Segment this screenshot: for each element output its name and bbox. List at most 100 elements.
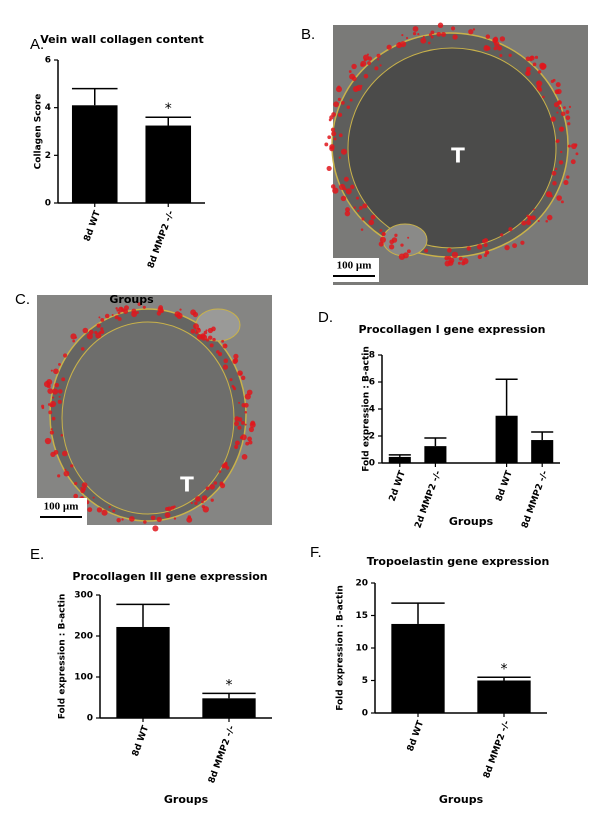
stain bbox=[159, 308, 164, 314]
stain bbox=[405, 36, 409, 40]
panel-label: F. bbox=[310, 544, 322, 561]
stain bbox=[558, 160, 564, 165]
stain bbox=[353, 206, 356, 209]
stain bbox=[61, 377, 66, 382]
panel-label: B. bbox=[301, 26, 315, 43]
stain bbox=[351, 63, 357, 70]
stain bbox=[324, 142, 329, 147]
stain bbox=[208, 335, 213, 340]
stain bbox=[152, 525, 159, 532]
stain bbox=[193, 323, 199, 330]
stain bbox=[129, 516, 135, 522]
stain bbox=[348, 70, 352, 73]
thrombus-label: T bbox=[451, 144, 465, 168]
x-axis-label: Groups bbox=[449, 515, 494, 528]
error-bar bbox=[388, 454, 411, 457]
stain bbox=[80, 486, 83, 489]
stain bbox=[417, 33, 420, 36]
stain bbox=[499, 54, 503, 58]
stain bbox=[64, 468, 67, 471]
stain bbox=[379, 64, 382, 67]
stain bbox=[360, 228, 364, 231]
stain bbox=[526, 214, 529, 217]
stain bbox=[117, 311, 121, 315]
significance-label: * bbox=[165, 101, 172, 117]
stain bbox=[446, 247, 452, 253]
stain bbox=[345, 188, 352, 195]
stain bbox=[328, 118, 332, 122]
stain bbox=[222, 343, 228, 349]
stain bbox=[436, 31, 442, 37]
stain bbox=[243, 402, 249, 408]
stain bbox=[100, 318, 105, 322]
stain bbox=[374, 66, 379, 71]
stain bbox=[388, 244, 395, 250]
thrombus bbox=[347, 47, 557, 249]
stain bbox=[234, 444, 239, 449]
stain bbox=[234, 416, 240, 422]
stain bbox=[326, 165, 332, 172]
stain bbox=[50, 369, 53, 372]
stain bbox=[142, 305, 146, 309]
stain bbox=[74, 481, 78, 486]
y-tick-label: 200 bbox=[74, 632, 93, 642]
y-tick-label: 5 bbox=[362, 676, 368, 686]
stain bbox=[397, 42, 401, 46]
significance-label: * bbox=[501, 661, 508, 677]
stain bbox=[41, 404, 45, 408]
scale-bar-box bbox=[329, 258, 379, 282]
stain bbox=[201, 500, 204, 504]
stain bbox=[378, 241, 384, 247]
stain bbox=[391, 237, 398, 243]
stain bbox=[205, 329, 208, 332]
stain bbox=[379, 229, 383, 232]
y-axis-label: Collagen Score bbox=[34, 94, 44, 170]
stain bbox=[344, 210, 351, 217]
stain bbox=[164, 512, 171, 519]
stain bbox=[466, 246, 472, 251]
bar bbox=[202, 698, 256, 718]
stain bbox=[73, 493, 79, 499]
stain bbox=[131, 308, 137, 314]
stain bbox=[551, 170, 557, 176]
stain bbox=[565, 110, 570, 114]
stain bbox=[560, 111, 566, 117]
stain bbox=[111, 313, 114, 317]
error-bar bbox=[424, 437, 447, 447]
stain bbox=[537, 219, 540, 223]
stain bbox=[407, 236, 410, 239]
stain bbox=[542, 95, 545, 99]
stain bbox=[58, 362, 61, 366]
y-tick-label: 300 bbox=[74, 591, 93, 601]
stain bbox=[92, 496, 95, 499]
stain bbox=[370, 214, 376, 220]
y-tick-label: 4 bbox=[45, 103, 51, 113]
panel-label: A. bbox=[30, 36, 44, 53]
stain bbox=[525, 219, 532, 226]
stain bbox=[537, 70, 542, 74]
stain bbox=[63, 470, 70, 477]
stain bbox=[532, 208, 535, 211]
y-tick-label: 8 bbox=[369, 351, 375, 361]
chart-title: Vein wall collagen content bbox=[40, 33, 204, 46]
stain bbox=[74, 336, 78, 339]
stain bbox=[247, 436, 252, 442]
stain bbox=[101, 509, 108, 516]
stain bbox=[143, 520, 147, 524]
stain bbox=[156, 516, 162, 522]
stain bbox=[81, 482, 88, 488]
stain bbox=[376, 53, 381, 58]
y-axis-label: Fold expression : B-actin bbox=[336, 585, 346, 711]
y-tick-label: 20 bbox=[355, 579, 368, 589]
bar bbox=[391, 623, 445, 713]
stain bbox=[60, 434, 64, 437]
stain bbox=[402, 252, 409, 259]
stain bbox=[82, 487, 86, 491]
stain bbox=[200, 334, 208, 341]
stain bbox=[350, 184, 355, 190]
stain bbox=[237, 425, 242, 430]
stain bbox=[118, 306, 124, 313]
stain bbox=[508, 53, 512, 57]
stain bbox=[484, 250, 490, 255]
